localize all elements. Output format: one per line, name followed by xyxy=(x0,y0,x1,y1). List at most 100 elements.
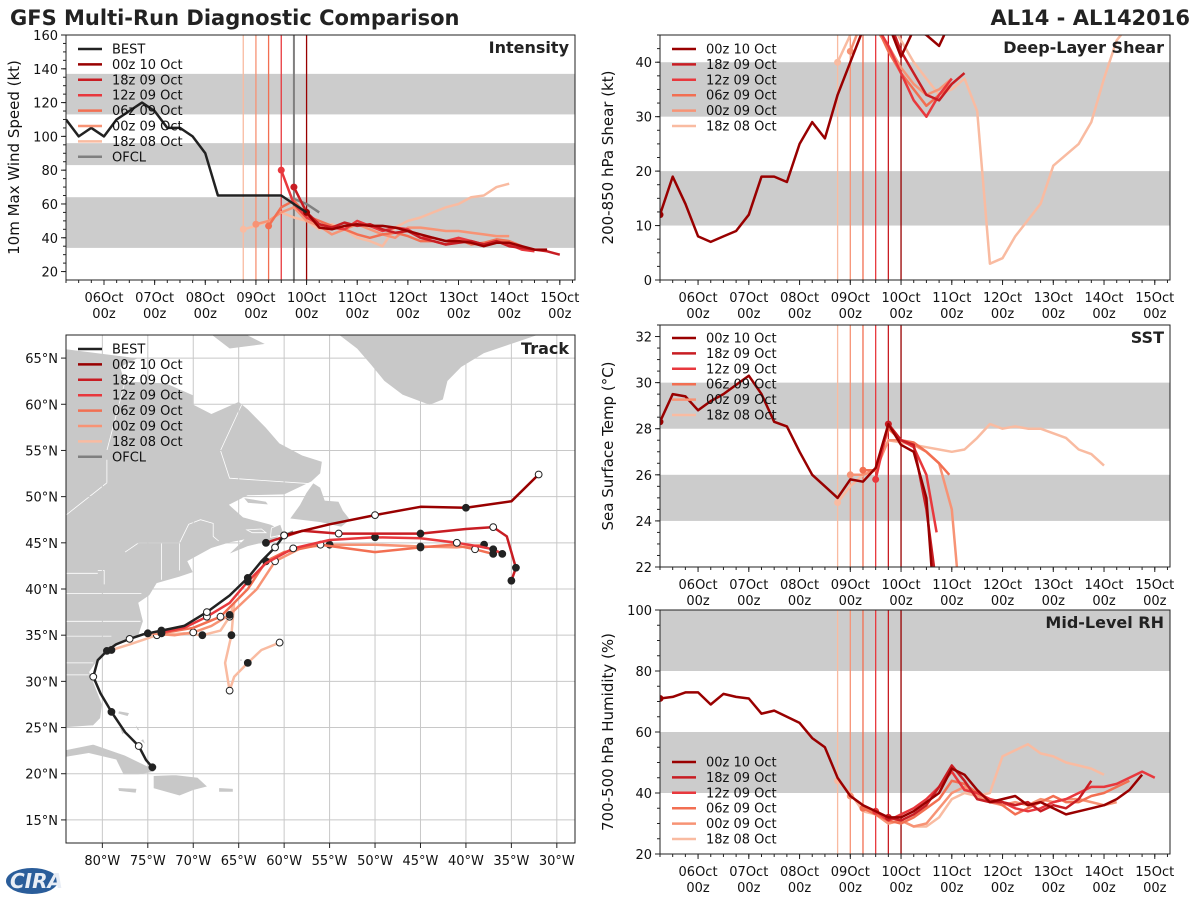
series-line-00z-10-oct xyxy=(660,374,933,567)
series-start-marker xyxy=(277,166,285,174)
y-tick-label: 24 xyxy=(635,515,652,530)
track-point-marker xyxy=(216,612,225,621)
panel-title: Track xyxy=(521,339,569,358)
x-tick-label: 00z xyxy=(889,881,913,896)
x-tick-label: 00z xyxy=(940,307,964,322)
x-tick-label: 00z xyxy=(396,307,420,322)
series-line-18z-09-oct xyxy=(292,186,561,256)
sst-panel: 22242628303206Oct00z07Oct00z08Oct00z09Oc… xyxy=(599,324,1174,609)
x-tick-label: 00z xyxy=(1042,307,1066,322)
x-tick-label: 00z xyxy=(1092,594,1116,609)
y-tick-label: 100 xyxy=(33,130,58,145)
x-tick-label: 07Oct xyxy=(729,865,768,880)
y-tick-label: 120 xyxy=(33,97,58,112)
x-tick-label: 00z xyxy=(788,881,812,896)
axes-frame xyxy=(65,34,576,281)
land-mass xyxy=(242,497,270,506)
x-tick-label: 11Oct xyxy=(932,291,971,306)
series-start-marker xyxy=(872,21,879,28)
x-tick-label: 10Oct xyxy=(882,291,921,306)
legend-entry: 18z 09 Oct xyxy=(706,771,777,786)
lat-tick-label: 25°N xyxy=(25,722,58,737)
series-line-00z-09-oct xyxy=(849,35,953,97)
x-tick-label: 00z xyxy=(548,307,572,322)
track-point-marker xyxy=(534,470,543,479)
track-point-marker xyxy=(89,672,98,681)
x-tick-label: 11Oct xyxy=(932,578,971,593)
series-start-marker xyxy=(834,498,842,506)
land-mass xyxy=(66,743,157,776)
y-tick-label: 100 xyxy=(627,604,652,619)
track-point-marker xyxy=(134,742,143,750)
x-tick-label: 14Oct xyxy=(490,291,529,306)
x-tick-label: 06Oct xyxy=(84,291,123,306)
y-tick-label: 160 xyxy=(33,29,58,44)
y-tick-label: 40 xyxy=(41,232,58,247)
legend-entry: 12z 09 Oct xyxy=(706,362,777,377)
y-tick-label: 30 xyxy=(635,111,652,126)
track-panel: 80°W 75°W 70°W 65°W 60°W 55°W 50°W 45°W 40°W 35°W… xyxy=(25,334,576,869)
land-mass xyxy=(117,710,131,717)
lat-tick-label: 55°N xyxy=(25,444,58,459)
x-tick-label: 00z xyxy=(839,307,863,322)
x-tick-label: 00z xyxy=(1092,307,1116,322)
legend-entry: 18z 09 Oct xyxy=(706,347,777,362)
x-tick-label: 07Oct xyxy=(729,578,768,593)
y-tick-label: 32 xyxy=(635,331,652,346)
lon-tick-label: 35°W xyxy=(493,854,529,869)
x-tick-label: 00z xyxy=(686,881,710,896)
state-border xyxy=(106,381,126,451)
track-point-marker xyxy=(198,631,207,640)
track-point-marker xyxy=(371,511,379,520)
x-tick-label: 14Oct xyxy=(1085,578,1124,593)
x-tick-label: 00z xyxy=(1092,881,1116,896)
x-tick-label: 09Oct xyxy=(236,291,275,306)
track-point-marker xyxy=(512,563,520,572)
track-point-marker xyxy=(334,529,343,538)
shaded-band xyxy=(660,732,1170,793)
y-tick-label: 20 xyxy=(41,266,58,281)
series-start-marker xyxy=(846,471,854,479)
land-mass xyxy=(218,787,234,793)
legend-entry: 00z 10 Oct xyxy=(706,332,777,347)
storm-id-title: AL14 - AL142016 xyxy=(991,6,1191,30)
series-line-12z-09-oct xyxy=(874,770,1156,822)
lon-tick-label: 70°W xyxy=(175,854,211,869)
x-tick-label: 00z xyxy=(1143,881,1167,896)
legend-entry: 06z 09 Oct xyxy=(706,802,777,817)
x-tick-label: 00z xyxy=(143,307,167,322)
series-line-best xyxy=(66,101,308,214)
x-tick-label: 00z xyxy=(295,307,319,322)
lon-tick-label: 40°W xyxy=(448,854,484,869)
x-tick-label: 00z xyxy=(788,594,812,609)
panel-title: Deep-Layer Shear xyxy=(1003,38,1164,57)
land-mass xyxy=(338,335,539,406)
x-tick-label: 00z xyxy=(889,594,913,609)
lat-tick-label: 65°N xyxy=(25,352,58,367)
track-point-marker xyxy=(462,503,470,512)
x-tick-label: 00z xyxy=(92,307,116,322)
lat-tick-label: 30°N xyxy=(25,675,58,690)
legend-entry: 00z 09 Oct xyxy=(706,393,777,408)
x-tick-label: 11Oct xyxy=(932,865,971,880)
series-start-marker xyxy=(290,183,298,191)
rh-panel: 2040608010006Oct00z07Oct00z08Oct00z09Oct… xyxy=(599,604,1174,896)
series-start-marker xyxy=(859,466,867,474)
track-point-marker xyxy=(103,646,111,655)
panel-title: Intensity xyxy=(489,38,570,57)
legend-entry: 00z 09 Oct xyxy=(706,817,777,832)
legend-entry: 18z 09 Oct xyxy=(112,73,183,88)
legend-entry: 18z 08 Oct xyxy=(706,120,777,135)
x-tick-label: 15Oct xyxy=(1135,865,1174,880)
track-point-marker xyxy=(507,576,516,585)
x-tick-label: 12Oct xyxy=(388,291,427,306)
legend-entry: 06z 09 Oct xyxy=(706,89,777,104)
legend-entry: 12z 09 Oct xyxy=(112,89,183,104)
legend-entry: 18z 09 Oct xyxy=(706,58,777,73)
series-start-marker xyxy=(834,58,842,66)
shear-panel: 01020304006Oct00z07Oct00z08Oct00z09Oct00… xyxy=(599,4,1174,322)
series-line-00z-10-oct xyxy=(660,35,946,244)
x-tick-label: 12Oct xyxy=(983,578,1022,593)
series-start-marker xyxy=(859,4,866,11)
shaded-band xyxy=(660,474,1170,521)
